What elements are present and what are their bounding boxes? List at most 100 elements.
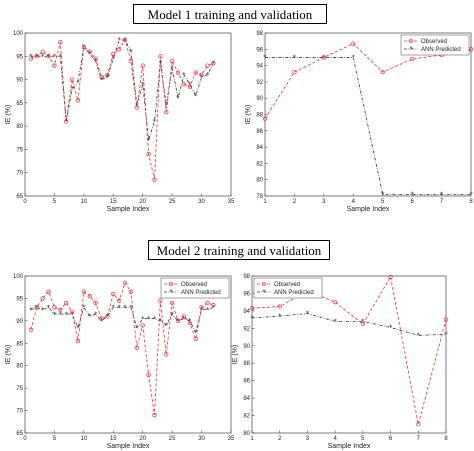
x-tick-label: 6	[389, 436, 393, 442]
point-ann-predicted: *	[194, 328, 198, 336]
point-ann-predicted: *	[417, 332, 421, 340]
point-ann-predicted: *	[200, 73, 204, 81]
point-observed	[87, 49, 92, 54]
point-observed	[321, 55, 327, 60]
y-axis-label: IE (%)	[245, 105, 252, 124]
point-observed	[140, 323, 145, 328]
point-ann-predicted: *	[135, 324, 139, 332]
point-observed	[443, 317, 449, 322]
point-ann-predicted: *	[212, 59, 216, 67]
legend-label-ann-predicted: ANN Predicted	[181, 290, 221, 296]
point-observed	[199, 305, 204, 310]
y-tick-label: 94	[256, 64, 263, 70]
point-observed	[388, 274, 393, 280]
point-ann-predicted: *	[41, 52, 45, 60]
legend-label-observed: Observed	[181, 282, 207, 288]
point-ann-predicted: *	[106, 313, 110, 321]
point-observed	[211, 303, 216, 308]
y-tick-label: 92	[243, 326, 250, 332]
point-ann-predicted: *	[170, 310, 174, 318]
x-tick-label: 5	[381, 199, 385, 205]
y-tick-label: 95	[16, 54, 23, 60]
point-ann-predicted: *	[76, 78, 80, 86]
point-observed	[332, 300, 338, 305]
point-observed	[111, 291, 116, 297]
point-ann-predicted: *	[59, 52, 63, 60]
point-ann-predicted: *	[194, 92, 198, 100]
x-tick-label: 30	[198, 436, 205, 442]
legend-marker-ann-predicted: *	[169, 288, 173, 296]
y-tick-label: 86	[243, 379, 250, 385]
point-ann-predicted: *	[333, 318, 337, 326]
point-observed	[199, 72, 204, 78]
y-tick-label: 98	[243, 274, 250, 280]
point-observed	[249, 306, 255, 311]
point-observed	[409, 56, 415, 62]
legend-marker-ann-predicted: *	[409, 45, 413, 53]
point-ann-predicted: *	[94, 57, 98, 65]
y-axis-label: IE (%)	[5, 345, 12, 364]
y-tick-label: 84	[243, 396, 250, 402]
y-tick-label: 100	[13, 274, 24, 280]
point-observed	[146, 372, 151, 377]
x-tick-label: 3	[322, 199, 326, 205]
x-tick-label: 1	[250, 436, 254, 442]
point-ann-predicted: *	[153, 118, 157, 126]
legend-label-ann-predicted: ANN Predicted	[421, 47, 461, 53]
point-observed	[134, 105, 139, 110]
point-ann-predicted: *	[106, 73, 110, 81]
point-observed	[187, 320, 192, 326]
point-ann-predicted: *	[112, 55, 116, 63]
point-ann-predicted: *	[100, 317, 104, 325]
point-observed	[181, 314, 187, 319]
point-ann-predicted: *	[117, 304, 121, 312]
point-ann-predicted: *	[361, 318, 365, 326]
y-tick-label: 65	[16, 194, 23, 200]
point-observed	[58, 40, 63, 45]
y-tick-label: 92	[256, 80, 263, 86]
point-ann-predicted: *	[293, 54, 297, 62]
point-observed	[128, 289, 134, 294]
x-tick-label: 6	[410, 199, 414, 205]
point-ann-predicted: *	[176, 94, 180, 102]
series-line-ann-predicted	[251, 313, 447, 336]
point-observed	[75, 338, 81, 344]
point-ann-predicted: *	[159, 317, 163, 325]
series-line-ann-predicted	[265, 57, 471, 195]
y-tick-label: 90	[16, 319, 23, 325]
legend-label-ann-predicted: ANN Predicted	[274, 290, 314, 296]
x-axis-label: Sample Index	[107, 206, 150, 213]
point-observed	[122, 37, 128, 43]
y-tick-label: 78	[256, 194, 263, 200]
point-observed	[99, 316, 104, 321]
legend-marker-observed	[261, 281, 267, 287]
y-tick-label: 90	[16, 78, 23, 84]
legend-marker-observed	[408, 38, 414, 44]
series-line-observed	[264, 43, 472, 119]
y-tick-label: 65	[16, 431, 23, 437]
point-ann-predicted: *	[94, 310, 98, 318]
point-observed	[99, 75, 104, 80]
point-observed	[105, 72, 110, 78]
y-tick-label: 84	[256, 145, 263, 151]
point-observed	[205, 63, 210, 68]
point-observed	[69, 77, 75, 82]
x-tick-label: 15	[110, 436, 117, 442]
point-ann-predicted: *	[153, 315, 157, 323]
point-ann-predicted: *	[53, 52, 57, 60]
x-axis-label: Sample Index	[107, 443, 150, 450]
point-observed	[158, 54, 163, 59]
series-line-observed	[251, 275, 447, 425]
point-observed	[58, 307, 63, 312]
point-ann-predicted: *	[88, 50, 92, 58]
point-ann-predicted: *	[59, 310, 63, 318]
y-tick-label: 94	[243, 309, 250, 315]
y-tick-label: 70	[16, 171, 23, 177]
point-ann-predicted: *	[53, 310, 57, 318]
point-ann-predicted: *	[170, 64, 174, 72]
point-observed	[169, 300, 175, 306]
legend-label-observed: Observed	[421, 39, 447, 45]
x-axis-label: Sample Index	[328, 443, 371, 450]
x-tick-label: 2	[278, 436, 282, 442]
